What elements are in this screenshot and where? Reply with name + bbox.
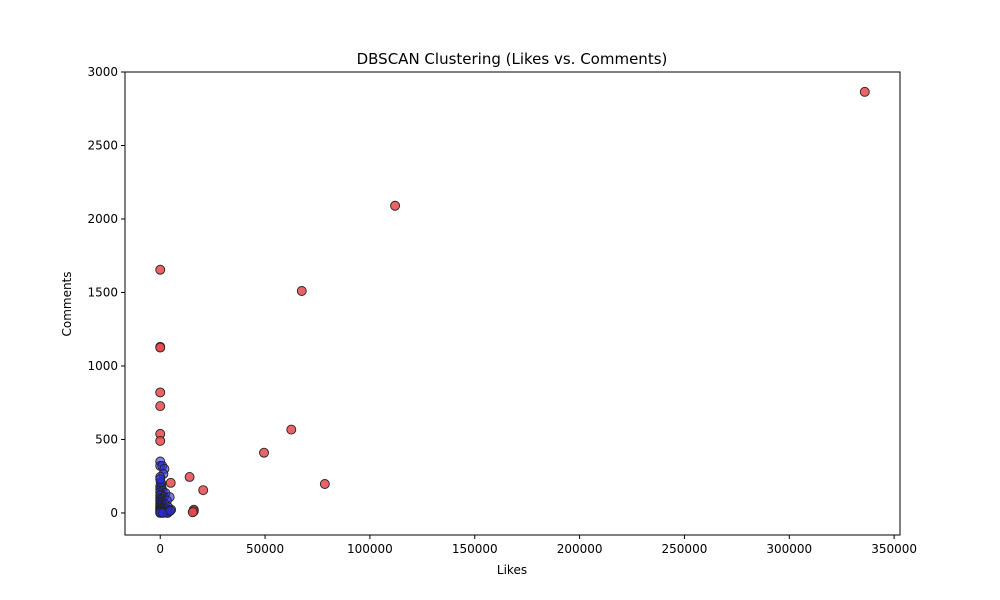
x-tick-label: 50000 — [246, 542, 284, 556]
noise-point — [187, 507, 198, 518]
x-axis-label: Likes — [497, 563, 527, 577]
plot-frame — [124, 71, 901, 536]
x-tick-label: 0 — [156, 542, 164, 556]
noise-point — [165, 477, 176, 488]
noise-point — [184, 471, 195, 482]
noise-point — [155, 387, 166, 398]
noise-point — [155, 435, 166, 446]
noise-point — [259, 447, 269, 458]
y-tick-label: 2000 — [87, 212, 118, 226]
cluster-point — [165, 505, 176, 516]
x-tick-label: 250000 — [662, 542, 708, 556]
chart-title: DBSCAN Clustering (Likes vs. Comments) — [357, 50, 668, 68]
noise-point — [198, 485, 209, 496]
x-tick-label: 300000 — [766, 542, 812, 556]
x-tick-label: 350000 — [871, 542, 917, 556]
y-axis-label: Comments — [60, 271, 74, 336]
noise-point — [296, 286, 307, 296]
y-tick-label: 0 — [110, 506, 118, 520]
y-tick-label: 2500 — [87, 138, 118, 152]
y-tick-label: 1000 — [87, 359, 118, 373]
y-axis-ticks: 0 500 1000 1500 2000 2500 3000 — [87, 65, 125, 520]
x-axis-ticks: 0 50000 100000 150000 200000 250000 300000 3500… — [156, 535, 917, 556]
noise-point — [155, 342, 166, 353]
noise-point — [155, 264, 166, 275]
points-layer — [155, 86, 870, 518]
x-tick-label: 200000 — [557, 542, 603, 556]
cluster-point — [155, 474, 166, 485]
noise-point — [390, 200, 401, 211]
y-tick-label: 3000 — [87, 65, 118, 79]
noise-point — [155, 401, 166, 412]
x-tick-label: 100000 — [347, 542, 393, 556]
noise-point — [319, 479, 330, 489]
noise-point — [859, 86, 870, 97]
y-tick-label: 500 — [95, 432, 118, 446]
y-tick-label: 1500 — [87, 285, 118, 299]
x-tick-label: 150000 — [452, 542, 498, 556]
noise-point — [286, 424, 297, 435]
